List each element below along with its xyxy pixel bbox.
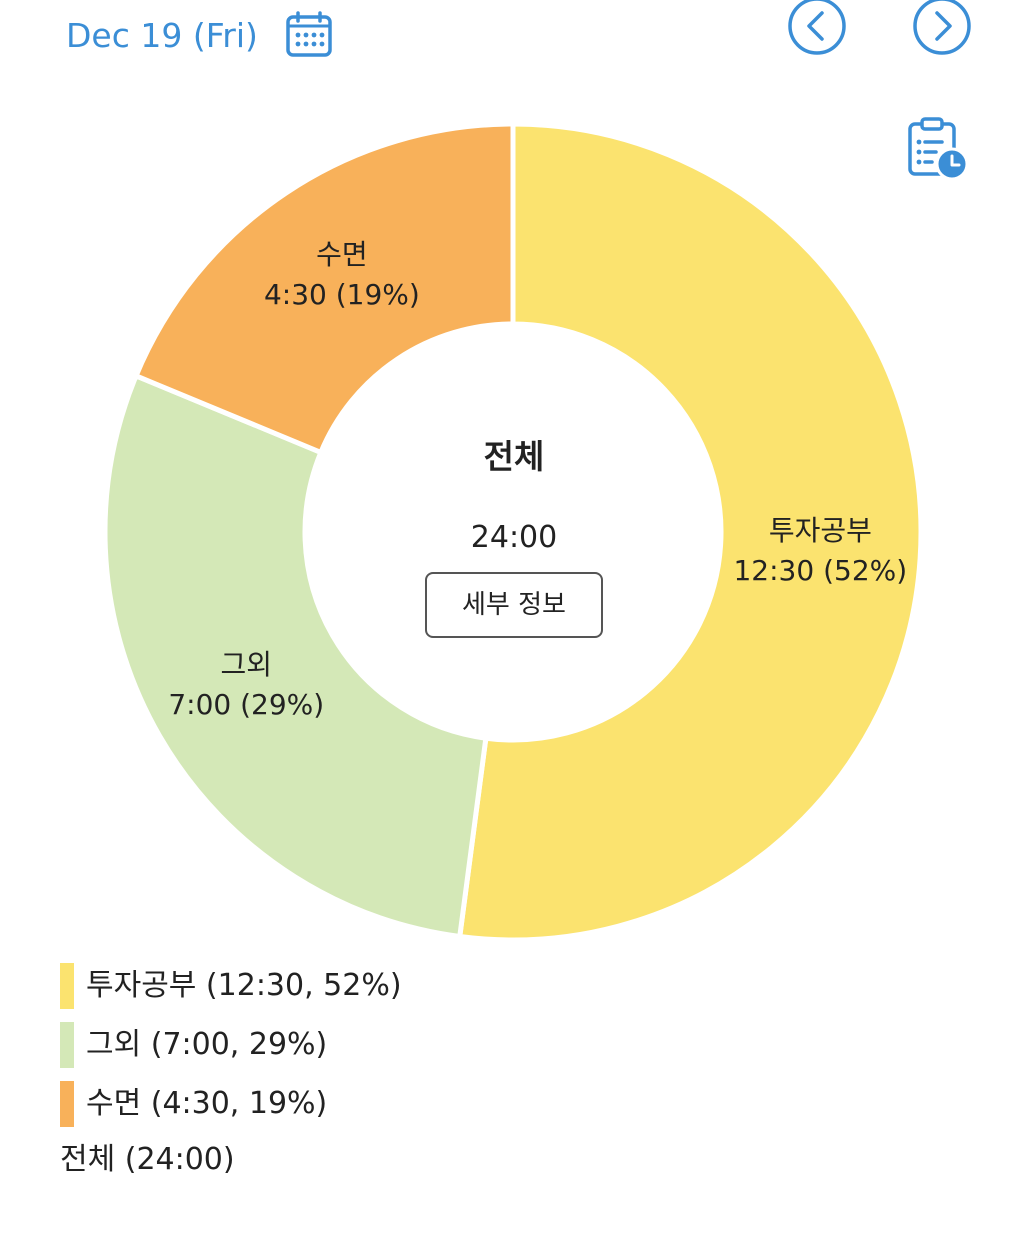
previous-day-button[interactable] [786,0,848,56]
legend-label: 투자공부 (12:30, 52%) [86,968,402,1003]
segment-value-label: 7:00 (29%) [168,688,324,721]
donut-chart[interactable]: 투자공부 12:30 (52%) 그외 7:00 (29%) 수면 4:30 (19%) [0,0,1026,960]
center-title: 전체 [483,437,545,476]
segment-value-label: 12:30 (52%) [733,554,907,587]
legend-label: 수면 (4:30, 19%) [86,1086,328,1121]
header: Dec 19 (Fri) [0,0,1026,80]
legend-swatch [60,1081,74,1127]
donut-segment-0[interactable] [456,121,924,943]
segment-value-label: 4:30 (19%) [264,278,420,311]
donut-segment-2[interactable] [132,121,516,456]
legend: 투자공부 (12:30, 52%) 그외 (7:00, 29%) 수면 (4:3… [60,962,760,1183]
next-day-button[interactable] [911,0,973,56]
legend-swatch [60,1022,74,1068]
clipboard-clock-icon [908,117,969,181]
legend-total: 전체 (24:00) [60,1142,235,1177]
legend-item[interactable]: 수면 (4:30, 19%) [60,1080,760,1128]
chevron-left-icon [788,0,846,55]
date-label[interactable]: Dec 19 (Fri) [66,16,258,55]
detail-info-button[interactable]: 세부 정보 [425,572,603,638]
legend-label: 그외 (7:00, 29%) [86,1027,328,1062]
segment-name-label: 그외 [220,648,272,681]
legend-item[interactable]: 투자공부 (12:30, 52%) [60,962,760,1010]
legend-item[interactable]: 그외 (7:00, 29%) [60,1021,760,1069]
donut-segment-1[interactable] [102,372,489,940]
chart-area: 투자공부 12:30 (52%) 그외 7:00 (29%) 수면 4:30 (19%) … [0,0,1026,960]
chevron-right-icon [913,0,971,55]
segment-name-label: 투자공부 [769,514,872,547]
report-button[interactable] [904,116,970,182]
calendar-icon [286,11,332,57]
legend-swatch [60,963,74,1009]
center-total: 24:00 [470,520,558,555]
calendar-button[interactable] [284,11,334,61]
segment-name-label: 수면 [316,238,368,271]
